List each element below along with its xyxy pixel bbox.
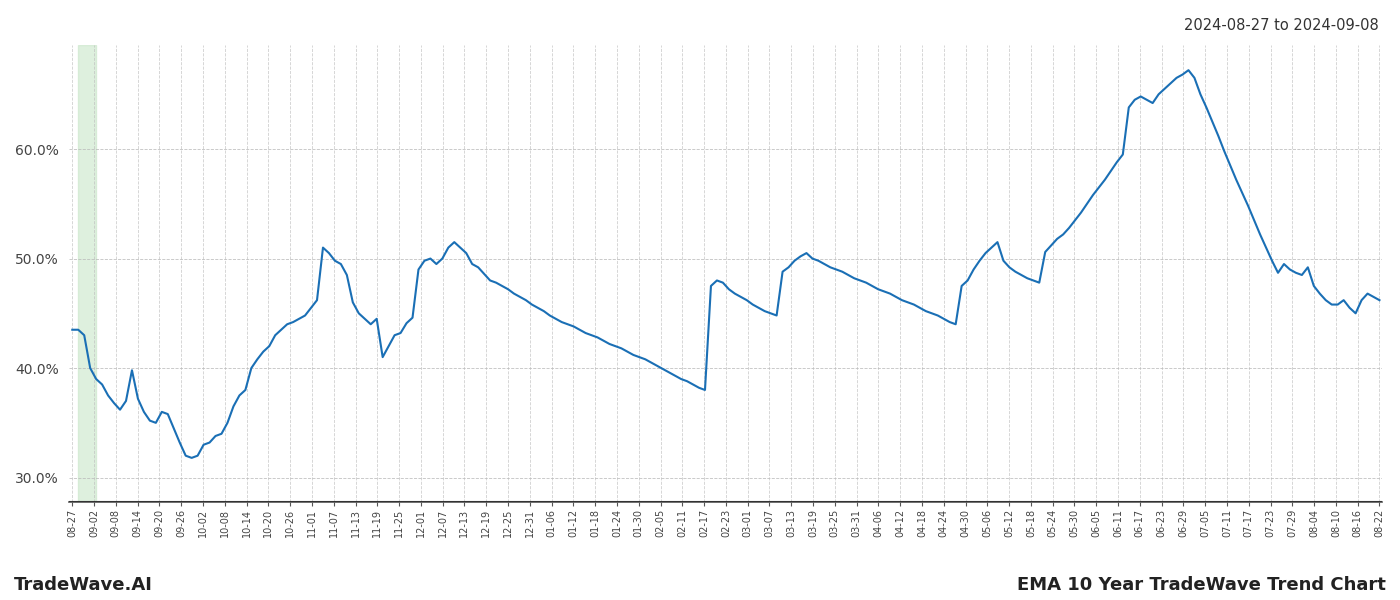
Bar: [78, 45, 97, 502]
Text: TradeWave.AI: TradeWave.AI: [14, 576, 153, 594]
Text: EMA 10 Year TradeWave Trend Chart: EMA 10 Year TradeWave Trend Chart: [1018, 576, 1386, 594]
Text: 2024-08-27 to 2024-09-08: 2024-08-27 to 2024-09-08: [1184, 18, 1379, 33]
